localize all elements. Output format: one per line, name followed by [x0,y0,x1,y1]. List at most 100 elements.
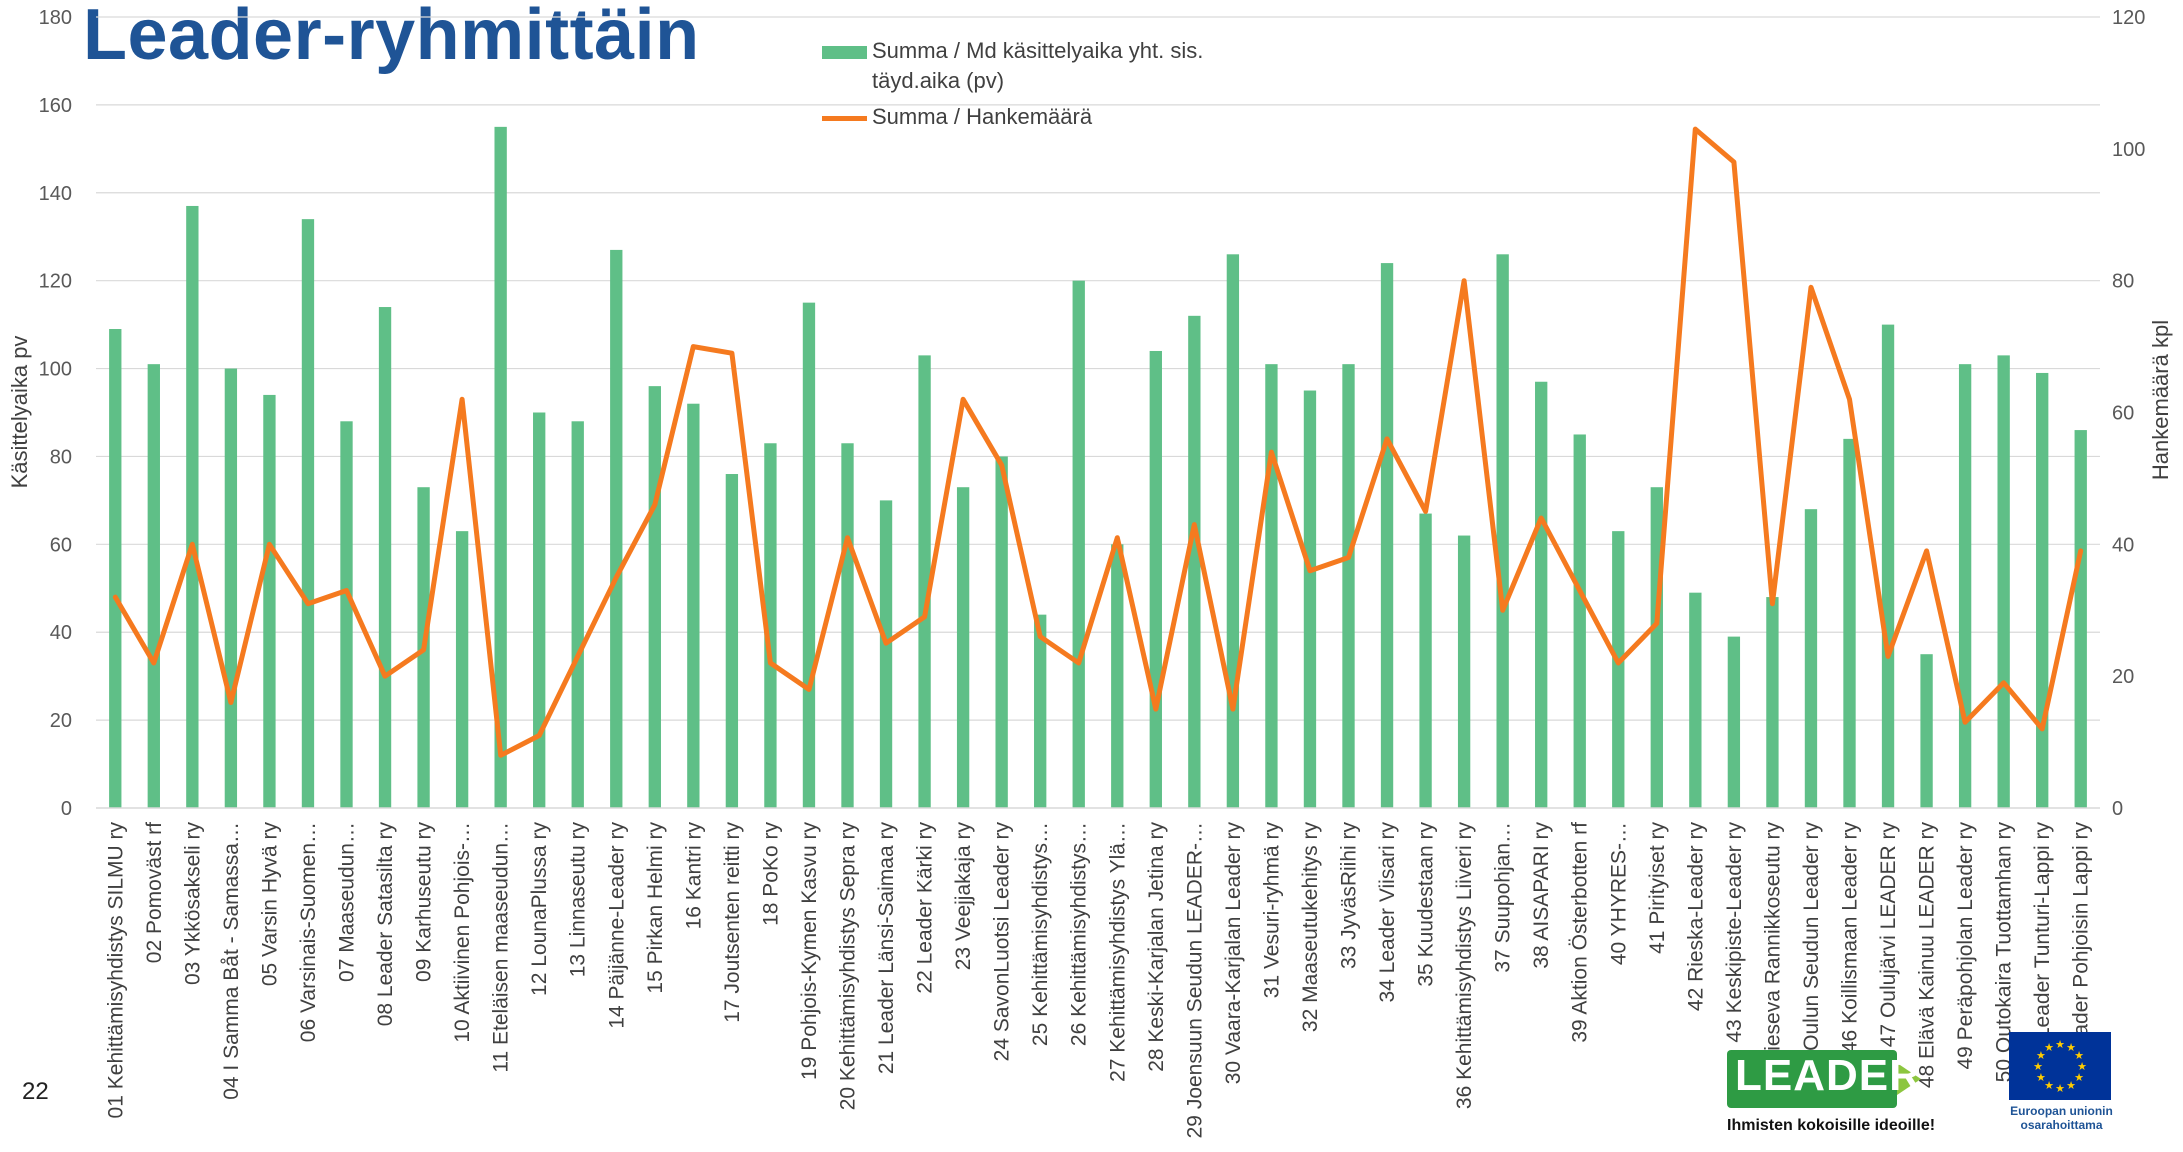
legend: Summa / Md käsittelyaika yht. sis. täyd.… [822,36,1292,132]
leader-arrow-icon [1897,1063,1921,1095]
bar [1188,315,1201,808]
x-tick-label: 12 LounaPlussa ry [528,822,551,996]
bar [455,531,469,808]
bar [687,403,700,808]
leader-tagline: Ihmisten kokoisille ideoille! [1727,1117,1936,1134]
leader-logo-word: LEADER [1735,1051,1922,1100]
y-left-tick-label: 20 [50,710,72,732]
bar [2074,430,2087,808]
legend-item-line: Summa / Hankemäärä [822,102,1292,132]
y-left-tick-label: 0 [61,798,72,820]
bar [2036,372,2049,808]
eu-caption: Euroopan unionin osarahoittama [1999,1104,2124,1132]
y-right-tick-label: 80 [2112,271,2134,293]
x-tick-label: 22 Leader Kärki ry [914,822,937,994]
bar [1380,263,1394,809]
bar [1535,381,1548,808]
eu-flag-icon: ★ ★ ★ ★ ★ ★ ★ ★ ★ ★ ★ ★ [2009,1032,2111,1100]
x-tick-label: 46 Koillismaan Leader ry [1839,822,1862,1054]
x-tick-label: 01 Kehittämisyhdistys SILMU ry [104,822,127,1119]
bar [1303,390,1317,808]
x-tick-label: 34 Leader Viisari ry [1376,822,1399,1003]
x-tick-label: 32 Maaseutukehitys ry [1299,822,1322,1033]
leader-logo: LEADER Ihmisten kokoisille ideoille! [1727,1035,1942,1140]
x-tick-label: 43 Keskipiste-Leader ry [1723,822,1746,1043]
bar [1612,531,1625,808]
line-path [112,126,2084,758]
x-tick-label: 29 Joensuun Seudun LEADER-… [1183,822,1206,1138]
bar [1496,254,1509,809]
x-axis-labels: 01 Kehittämisyhdistys SILMU ry 02 Pomoväs… [104,822,2092,1139]
bar [533,412,546,808]
eu-star-icon: ★ [2033,1060,2043,1073]
x-tick-label: 15 Pirkan Helmi ry [644,822,667,994]
x-tick-label: 51 Leader Tunturi-Lappi ry [2031,822,2054,1069]
x-tick-label: 11 Eteläisen maaseudun… [490,822,513,1073]
bar [1958,364,1972,808]
x-tick-label: 09 Karhuseutu ry [413,822,436,982]
x-tick-label: 47 Oulujärvi LEADER ry [1877,822,1900,1048]
x-tick-label: 30 Vaara-Karjalan Leader ry [1222,822,1245,1085]
bar [956,487,970,808]
bar [1766,597,1779,808]
bar [1727,636,1741,808]
x-tick-label: 16 Kantri ry [682,822,705,930]
x-tick-label: 20 Kehittämisyhdistys Sepra ry [837,822,860,1111]
y-right-tick-label: 60 [2112,403,2134,425]
bar [301,219,315,809]
line-series [112,126,2084,758]
legend-label-bar: Summa / Md käsittelyaika yht. sis. täyd.… [872,38,1204,93]
y-right-tick-label: 0 [2112,798,2123,820]
eu-star-icon: ★ [2074,1049,2084,1062]
eu-caption-line2: osarahoittama [2020,1118,2103,1132]
x-tick-label: 07 Maaseudun… [336,822,359,982]
right-axis-ticks: 0 20 40 60 80 100 120 [2112,7,2145,820]
y-right-tick-label: 100 [2112,139,2145,161]
legend-swatch-bar [822,46,867,59]
slide-title: Leader-ryhmittäin [83,0,700,75]
legend-swatch-line [822,116,867,121]
x-tick-label: 10 Aktiivinen Pohjois-… [451,822,474,1043]
eu-star-icon: ★ [2036,1049,2046,1062]
y-left-tick-label: 140 [39,183,72,205]
x-tick-label: 27 Kehittämisyhdistys Ylä… [1106,822,1129,1082]
x-tick-label: 38 AISAPARI ry [1530,822,1553,969]
bar [263,394,276,808]
eu-star-icon: ★ [2066,1041,2076,1054]
x-tick-label: 40 YHYRES-… [1607,822,1630,965]
y-left-tick-label: 40 [50,622,72,644]
x-tick-label: 02 Pomoväst rf [143,822,166,963]
bar [1457,535,1471,808]
eu-star-icon: ★ [2074,1071,2084,1084]
y-left-tick-label: 120 [39,271,72,293]
bar [648,386,661,808]
bar [1573,434,1586,808]
x-tick-label: 42 Rieska-Leader ry [1684,822,1707,1012]
eu-caption-line1: Euroopan unionin [2010,1104,2113,1118]
x-tick-label: 06 Varsinais-Suomen… [297,822,320,1042]
x-tick-label: 03 Ykkösakseli ry [181,822,204,986]
y-left-tick-label: 160 [39,95,72,117]
y-left-tick-label: 80 [50,446,72,468]
x-tick-label: 28 Keski-Karjalan Jetina ry [1145,822,1168,1072]
x-tick-label: 18 PoKo ry [759,822,782,926]
x-tick-label: 08 Leader Satasilta ry [374,822,397,1027]
bar [1804,509,1818,808]
bar [1034,614,1047,808]
bar [1072,280,1085,809]
x-tick-label: 52 Leader Pohjoisin Lappi ry [2070,822,2093,1089]
bar [378,307,392,808]
x-tick-label: 19 Pohjois-Kymen Kasvu ry [798,822,821,1080]
bar [1843,438,1856,808]
y-left-tick-label: 180 [39,7,72,29]
x-tick-label: 05 Varsin Hyvä ry [258,822,281,987]
x-tick-label: 25 Kehittämisyhdistys… [1029,822,1052,1046]
bar [918,355,931,808]
page-number: 22 [22,1078,49,1105]
x-tick-label: 41 Pirityiset ry [1646,822,1669,954]
x-tick-label: 48 Elävä Kainuu LEADER ry [1916,822,1939,1089]
x-tick-label: 50 Outokaira Tuottamhan ry [1993,822,2016,1083]
left-axis-ticks: 0 20 40 60 80 100 120 140 160 180 [39,7,72,820]
eu-logo: ★ ★ ★ ★ ★ ★ ★ ★ ★ ★ ★ ★ Euroopan unionin osarahoitt… [2005,1032,2120,1142]
